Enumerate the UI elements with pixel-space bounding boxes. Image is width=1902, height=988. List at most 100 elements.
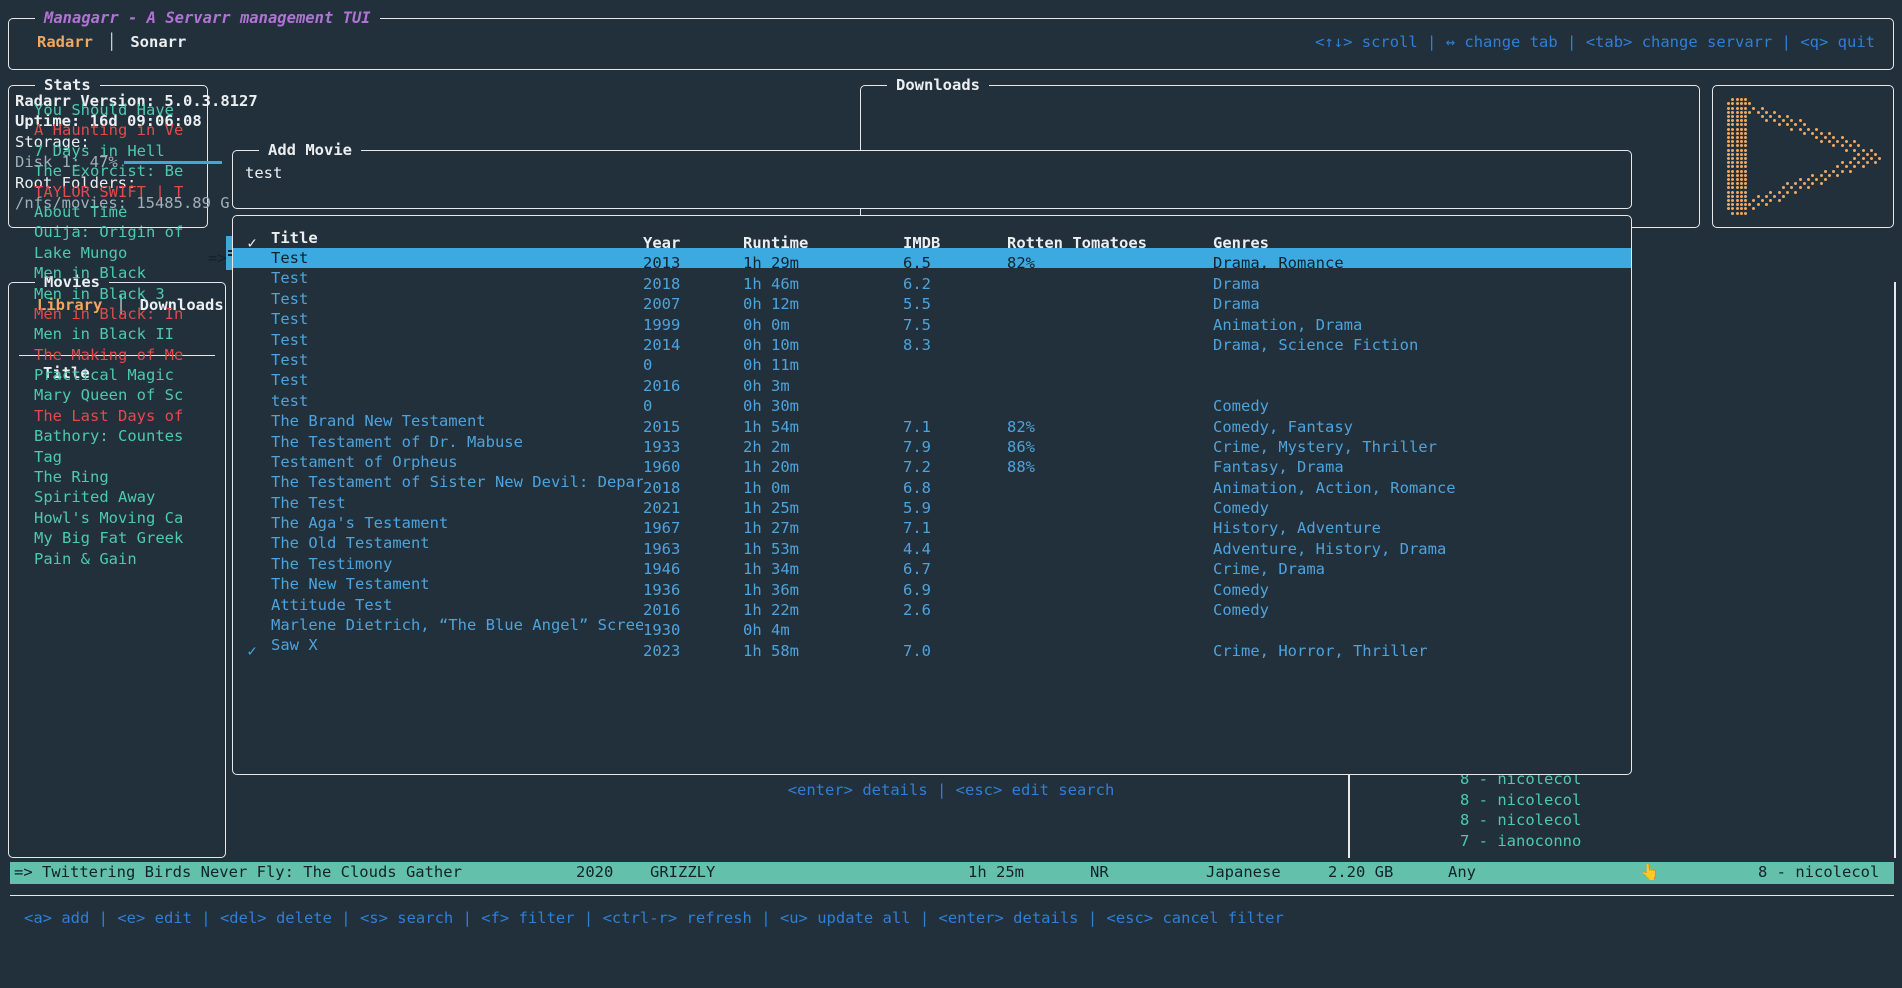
result-row[interactable]: The Brand New Testament 2015 1h 54m 7.1 82% C… xyxy=(233,411,1631,435)
result-year: 2018 xyxy=(643,478,681,497)
tag-cell: 7 - ianoconno xyxy=(1460,831,1582,850)
result-imdb: 7.5 xyxy=(903,315,931,334)
result-row[interactable]: Test 2007 0h 12m 5.5 Drama xyxy=(233,289,1631,313)
result-row[interactable]: Test 0 0h 11m xyxy=(233,350,1631,374)
result-title: The Testimony xyxy=(271,554,393,573)
scrollbar-thumb[interactable] xyxy=(226,236,237,270)
result-title: Test xyxy=(271,310,309,329)
movie-list-item[interactable]: 7 Days in Hell xyxy=(34,141,1894,161)
movie-list-item[interactable]: My Big Fat Greek We xyxy=(34,528,1894,548)
movie-list-item[interactable]: The Ring xyxy=(34,467,1894,487)
movie-list-item[interactable]: Bathory: Countess o xyxy=(34,426,1894,446)
movie-title: My Big Fat Greek We xyxy=(34,529,184,548)
selected-download-row[interactable]: => Twittering Birds Never Fly: The Cloud… xyxy=(10,862,1894,884)
result-runtime: 0h 10m xyxy=(743,335,799,354)
tab-downloads[interactable]: Downloads xyxy=(139,296,224,314)
servarr-tab-bar: Radarr │ Sonarr xyxy=(23,32,200,52)
movie-list-item[interactable]: Howl's Moving Castl xyxy=(34,508,1894,528)
stats-body: Radarr Version: 5.0.3.8127 Uptime: 16d 0… xyxy=(15,91,775,213)
footer-divider xyxy=(10,895,1894,896)
downloads-panel-title: Downloads xyxy=(887,75,989,96)
movie-title: You Should Have Lef xyxy=(34,101,184,119)
movies-tab-bar: Library │ Downloads │ xyxy=(23,295,247,315)
tab-separator: │ xyxy=(107,33,117,51)
result-title: Test xyxy=(271,330,309,349)
results-year-header: Year xyxy=(643,234,681,253)
result-row[interactable]: test 0 0h 30m Comedy xyxy=(233,391,1631,415)
movie-list-item[interactable]: Practical Magic xyxy=(34,365,1894,385)
result-row[interactable]: The Testimony 1946 1h 34m 6.7 Crime, Drama xyxy=(233,554,1631,578)
result-row[interactable]: The Test 2021 1h 25m 5.9 Comedy xyxy=(233,493,1631,517)
result-row[interactable]: Test 1999 0h 0m 7.5 Animation, Drama xyxy=(233,309,1631,333)
tab-library[interactable]: Library xyxy=(37,296,103,314)
selected-row-rating: NR xyxy=(1090,863,1109,881)
movie-list-item[interactable]: Ouija: Origin of Ev xyxy=(34,222,1894,242)
result-row[interactable]: The Old Testament 1963 1h 53m 4.4 Adventure,… xyxy=(233,533,1631,557)
movie-list-item[interactable]: Men in Black: Inter xyxy=(34,304,1894,324)
selection-cursor: => xyxy=(14,863,33,881)
result-row[interactable]: => Test 2013 1h 29m 6.5 82% Drama, Romance xyxy=(208,248,1631,272)
result-title: test xyxy=(271,391,309,410)
result-row[interactable]: The Testament of Dr. Mabuse 1933 2h 2m 7.9 8… xyxy=(233,432,1631,456)
movie-list-item[interactable]: You Should Have Lef xyxy=(34,100,1894,120)
results-rows[interactable]: => Test 2013 1h 29m 6.5 82% Drama, Romance Test… xyxy=(208,248,1631,660)
result-row[interactable]: Testament of Orpheus 1960 1h 20m 7.2 88% Fant… xyxy=(233,452,1631,476)
result-genres: Crime, Drama xyxy=(1213,560,1325,579)
movie-list-item[interactable]: Men in Black 3 xyxy=(34,284,1894,304)
result-runtime: 0h 4m xyxy=(743,621,790,640)
result-row[interactable]: The New Testament 1936 1h 36m 6.9 Comedy xyxy=(233,574,1631,598)
uptime-value: 16d 09:06:08 xyxy=(89,112,202,131)
result-title: The Aga's Testament xyxy=(271,514,449,533)
movie-list-item[interactable]: Pain & Gain xyxy=(34,549,1894,569)
tab-sonarr[interactable]: Sonarr xyxy=(130,33,187,51)
result-year: 1936 xyxy=(643,580,681,599)
result-row[interactable]: ✓ Saw X 2023 1h 58m 7.0 Crime, Horror, Thrill… xyxy=(233,635,1631,659)
movie-list-item[interactable]: Lake Mungo xyxy=(34,243,1894,263)
search-input[interactable] xyxy=(243,160,1621,186)
result-row[interactable]: Marlene Dietrich, “The Blue Angel” Scree… xyxy=(233,615,1631,639)
movie-list-item[interactable]: Men in Black xyxy=(34,263,1894,283)
movie-title: Spirited Away xyxy=(34,488,156,507)
movie-list-item[interactable]: About Time xyxy=(34,202,1894,222)
result-runtime: 1h 27m xyxy=(743,519,799,538)
result-imdb: 6.8 xyxy=(903,478,931,497)
result-row[interactable]: The Aga's Testament 1967 1h 27m 7.1 History,… xyxy=(233,513,1631,537)
result-row[interactable]: Test 2018 1h 46m 6.2 Drama xyxy=(233,268,1631,292)
movie-title: 7 Days in Hell xyxy=(34,141,165,160)
movie-title: Men in Black 3 xyxy=(34,284,165,303)
selected-row-size: 2.20 GB xyxy=(1328,863,1394,881)
result-genres: Drama, Romance xyxy=(1213,254,1344,273)
result-imdb: 7.2 xyxy=(903,458,931,477)
add-movie-results-panel: ✓ Title Year Runtime IMDB Rotten Tomatoes Genr… xyxy=(208,215,1632,775)
result-runtime: 1h 58m xyxy=(743,641,799,660)
movie-list-item[interactable]: TAYLOR SWIFT | THE xyxy=(34,182,1894,202)
storage-label: Storage: xyxy=(15,132,90,151)
library-tag-row: 8 - nicolecol xyxy=(1365,810,1581,830)
uptime-label: Uptime: xyxy=(15,112,81,131)
disk-usage-label: Disk 1: 47% xyxy=(15,153,118,172)
movie-list-item[interactable]: Tag xyxy=(34,447,1894,467)
result-genres: Animation, Drama xyxy=(1213,315,1363,334)
result-row[interactable]: Test 2016 0h 3m xyxy=(233,370,1631,394)
tab-radarr[interactable]: Radarr xyxy=(37,33,93,51)
uptime-line: Uptime: 16d 09:06:08 xyxy=(15,111,775,131)
movie-list-item[interactable]: The Last Days of An xyxy=(34,406,1894,426)
movie-list-item[interactable]: A Haunting in Venic xyxy=(34,120,1894,140)
result-year: 2007 xyxy=(643,295,681,314)
result-runtime: 1h 53m xyxy=(743,539,799,558)
result-year: 1999 xyxy=(643,315,681,334)
stats-panel: Stats Radarr Version: 5.0.3.8127 Uptime:… xyxy=(8,75,258,228)
result-row[interactable]: Attitude Test 2016 1h 22m 2.6 Comedy xyxy=(233,595,1631,619)
movie-list-item[interactable]: Spirited Away xyxy=(34,487,1894,507)
movie-list-item[interactable]: The Exorcist: Belie xyxy=(34,161,1894,181)
movie-title: Bathory: Countess o xyxy=(34,427,184,446)
result-row[interactable]: Test 2014 0h 10m 8.3 Drama, Science Fiction xyxy=(233,330,1631,354)
movie-list-item[interactable]: Mary Queen of Scots xyxy=(34,385,1894,405)
movies-list[interactable]: You Should Have Lef A Haunting in Venic7 … xyxy=(34,100,1894,569)
result-runtime: 1h 34m xyxy=(743,560,799,579)
selected-row-quality: GRIZZLY xyxy=(650,863,716,881)
movie-list-item[interactable]: The Making of Men i xyxy=(34,345,1894,365)
result-row[interactable]: The Testament of Sister New Devil: Depar… xyxy=(233,472,1631,496)
stats-panel-title: Stats xyxy=(35,75,100,96)
movie-list-item[interactable]: Men in Black II xyxy=(34,324,1894,344)
